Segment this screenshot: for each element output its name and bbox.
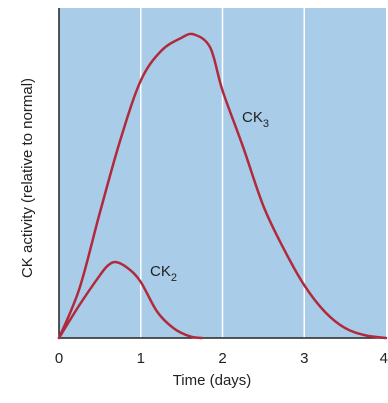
series-lines — [57, 32, 388, 340]
axes — [58, 8, 386, 339]
series-line-ck3 — [57, 32, 388, 340]
series-label-ck3-name: CK — [242, 109, 263, 126]
x-tick-label-1: 1 — [137, 350, 145, 367]
series-label-ck3-subscript: 3 — [263, 118, 269, 130]
series-label-ck2-name: CK — [150, 263, 171, 280]
series-line-ck2 — [57, 260, 204, 340]
x-tick-label-2: 2 — [218, 350, 226, 367]
series-label-ck3: CK3 — [242, 109, 269, 130]
series-label-ck2-subscript: 2 — [171, 272, 177, 284]
x-tick-labels: 0 1 2 3 4 — [55, 350, 388, 367]
x-tick-label-0: 0 — [55, 350, 63, 367]
x-axis-label: Time (days) — [173, 372, 252, 389]
series-label-ck2: CK2 — [150, 263, 177, 284]
x-tick-label-4: 4 — [380, 350, 388, 367]
x-tick-label-3: 3 — [300, 350, 308, 367]
y-axis-label: CK activity (relative to normal) — [19, 78, 36, 278]
